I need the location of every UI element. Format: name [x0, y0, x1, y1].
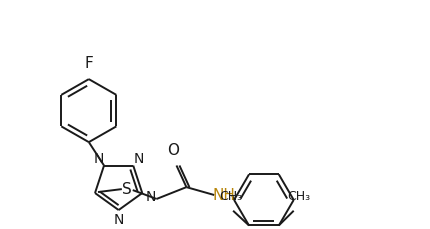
Text: F: F: [84, 56, 93, 71]
Text: N: N: [94, 152, 104, 166]
Text: N: N: [114, 212, 124, 226]
Text: CH₃: CH₃: [287, 189, 310, 202]
Text: CH₃: CH₃: [220, 189, 243, 202]
Text: N: N: [146, 189, 156, 203]
Text: NH: NH: [213, 187, 236, 202]
Text: N: N: [133, 152, 144, 166]
Text: O: O: [168, 142, 179, 157]
Text: S: S: [122, 181, 132, 196]
